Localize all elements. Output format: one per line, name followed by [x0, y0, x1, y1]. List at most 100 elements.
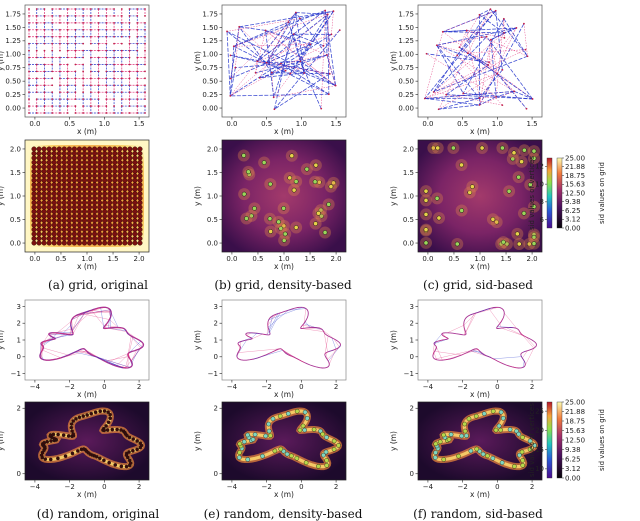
vertex-marker	[52, 151, 57, 156]
vertex-marker	[87, 218, 92, 223]
graph-node	[90, 8, 92, 10]
vertex-marker	[251, 437, 255, 441]
vertex-marker	[316, 211, 320, 215]
graph-node	[44, 50, 46, 52]
graph-node	[479, 14, 481, 16]
vertex-marker	[47, 160, 52, 165]
graph-node	[113, 71, 115, 73]
vertex-marker	[106, 428, 109, 431]
vertex-marker	[52, 200, 57, 205]
graph-node	[36, 50, 38, 52]
vertex-marker	[52, 223, 57, 228]
vertex-marker	[72, 165, 77, 170]
graph-node	[36, 64, 38, 66]
graph-node	[36, 98, 38, 100]
vertex-marker	[72, 232, 77, 237]
vertex-marker	[72, 187, 77, 192]
e-bot-xtick-label: 2	[334, 483, 338, 491]
graph-node	[28, 36, 30, 38]
vertex-marker	[77, 178, 82, 183]
graph-node	[323, 45, 325, 47]
vertex-marker	[37, 223, 42, 228]
vertex-marker	[67, 214, 72, 219]
vertex-marker	[491, 456, 495, 460]
vertex-marker	[246, 433, 250, 437]
vertex-marker	[92, 174, 97, 179]
graph-node	[486, 36, 488, 38]
vertex-marker	[47, 205, 52, 210]
vertex-marker	[57, 165, 62, 170]
graph-node	[98, 15, 100, 17]
vertex-marker	[467, 417, 471, 421]
vertex-marker	[107, 196, 112, 201]
graph-node	[503, 32, 505, 34]
graph-node	[481, 36, 483, 38]
vertex-marker	[517, 242, 521, 246]
vertex-marker	[532, 241, 536, 245]
vertex-marker	[72, 419, 75, 422]
vertex-marker	[138, 218, 143, 223]
vertex-marker	[82, 227, 87, 232]
f-top-xtick-label: −4	[423, 383, 434, 391]
vertex-marker	[135, 448, 138, 451]
vertex-marker	[109, 417, 112, 420]
c-bot-xtick-label: 0.5	[448, 255, 459, 263]
graph-node	[129, 64, 131, 66]
vertex-marker	[82, 174, 87, 179]
vertex-marker	[87, 196, 92, 201]
vertex-marker	[32, 147, 37, 152]
vertex-marker	[128, 160, 133, 165]
vertex-marker	[62, 183, 67, 188]
vertex-marker	[480, 146, 484, 150]
vertex-marker	[118, 191, 123, 196]
vertex-marker	[128, 169, 133, 174]
a-bot-xtick-label: 0.5	[55, 255, 66, 263]
vertex-marker	[237, 456, 241, 460]
vertex-marker	[128, 232, 133, 237]
vertex-marker	[133, 187, 138, 192]
graph-node	[121, 36, 123, 38]
vertex-marker	[424, 189, 428, 193]
vertex-marker	[97, 174, 102, 179]
vertex-marker	[312, 427, 316, 431]
vertex-marker	[102, 151, 107, 156]
vertex-marker	[87, 241, 92, 246]
vertex-marker	[123, 227, 128, 232]
graph-node	[90, 77, 92, 79]
graph-node	[82, 36, 84, 38]
vertex-marker	[37, 241, 42, 246]
vertex-marker	[72, 196, 77, 201]
graph-node	[129, 29, 131, 31]
graph-node	[44, 29, 46, 31]
vertex-marker	[64, 455, 67, 458]
vertex-marker	[92, 200, 97, 205]
graph-node	[113, 8, 115, 10]
vertex-marker	[52, 160, 57, 165]
d-bot-xlabel: x (m)	[77, 490, 97, 499]
f-top-ytick-label: 3	[410, 303, 414, 311]
vertex-marker	[47, 200, 52, 205]
vertex-marker	[32, 156, 37, 161]
graph-node	[59, 43, 61, 45]
vertex-marker	[82, 147, 87, 152]
vertex-marker	[52, 187, 57, 192]
vertex-marker	[42, 196, 47, 201]
graph-node	[75, 29, 77, 31]
graph-node	[327, 13, 329, 15]
vertex-marker	[112, 169, 117, 174]
vertex-marker	[336, 443, 340, 447]
vertex-marker	[42, 218, 47, 223]
vertex-marker	[123, 209, 128, 214]
vertex-marker	[82, 200, 87, 205]
d-bot-xtick-label: −4	[30, 483, 41, 491]
vertex-marker	[107, 241, 112, 246]
vertex-marker	[138, 191, 143, 196]
d-top-xtick-label: −2	[64, 383, 74, 391]
vertex-marker	[102, 209, 107, 214]
vertex-marker	[292, 188, 296, 192]
vertex-marker	[133, 165, 138, 170]
a-top-xtick-label: 1.5	[134, 120, 145, 128]
graph-node	[75, 98, 77, 100]
graph-node	[59, 105, 61, 107]
vertex-marker	[42, 174, 47, 179]
